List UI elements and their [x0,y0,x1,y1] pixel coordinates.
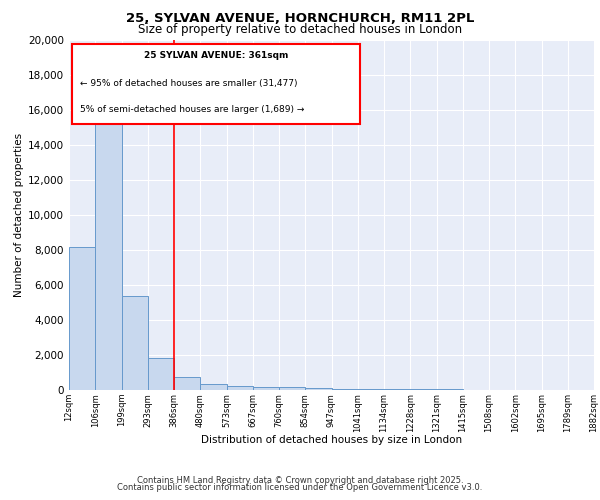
Bar [227,386,253,390]
Bar [279,388,305,390]
X-axis label: Distribution of detached houses by size in London: Distribution of detached houses by size … [201,434,462,444]
Text: Contains HM Land Registry data © Crown copyright and database right 2025.: Contains HM Land Registry data © Crown c… [137,476,463,485]
Bar [305,388,331,390]
Bar [148,358,174,390]
Text: 25 SYLVAN AVENUE: 361sqm: 25 SYLVAN AVENUE: 361sqm [144,51,288,60]
Text: Contains public sector information licensed under the Open Government Licence v3: Contains public sector information licen… [118,484,482,492]
Text: 25, SYLVAN AVENUE, HORNCHURCH, RM11 2PL: 25, SYLVAN AVENUE, HORNCHURCH, RM11 2PL [126,12,474,26]
Bar [121,296,148,390]
Bar [69,246,95,390]
Bar [384,389,410,390]
Y-axis label: Number of detached properties: Number of detached properties [14,133,24,297]
Bar [200,384,227,390]
Bar [174,377,200,390]
Bar [358,389,384,390]
Bar [95,98,121,390]
Text: ← 95% of detached houses are smaller (31,477): ← 95% of detached houses are smaller (31… [79,80,297,88]
Text: Size of property relative to detached houses in London: Size of property relative to detached ho… [138,22,462,36]
Bar [253,386,279,390]
Bar [331,388,358,390]
Text: 5% of semi-detached houses are larger (1,689) →: 5% of semi-detached houses are larger (1… [79,105,304,114]
FancyBboxPatch shape [71,44,361,124]
